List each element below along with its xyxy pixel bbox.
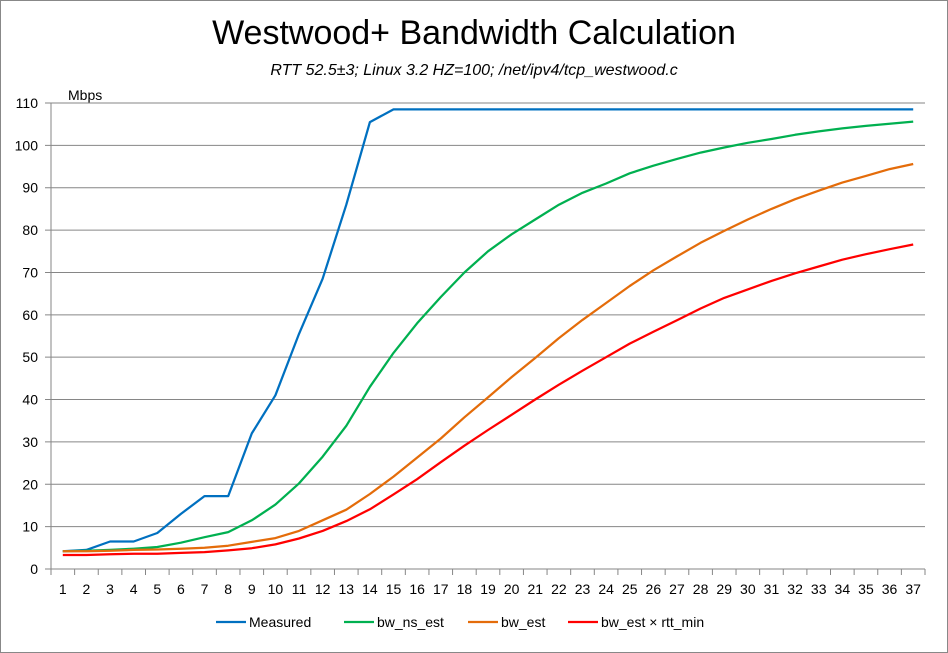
x-tick-label: 27: [669, 581, 685, 597]
x-tick-label: 4: [130, 581, 138, 597]
y-tick-label: 100: [15, 137, 39, 153]
y-tick-label: 0: [30, 561, 38, 577]
x-tick-label: 1: [59, 581, 67, 597]
x-tick-label: 16: [409, 581, 425, 597]
x-tick-label: 29: [716, 581, 732, 597]
x-tick-label: 22: [551, 581, 567, 597]
series-line-bw-ns-est: [62, 120, 914, 553]
x-tick-label: 19: [480, 581, 496, 597]
x-tick-label: 2: [83, 581, 91, 597]
x-tick-label: 28: [693, 581, 709, 597]
x-tick-label: 10: [268, 581, 284, 597]
legend-label: bw_est: [501, 614, 545, 630]
legend-label: bw_est × rtt_min: [601, 614, 704, 630]
y-tick-label: 80: [22, 222, 38, 238]
y-tick-label: 90: [22, 180, 38, 196]
x-tick-label: 37: [905, 581, 921, 597]
y-tick-label: 30: [22, 434, 38, 450]
series-line-bw-est-rtt-min: [62, 243, 914, 557]
x-tick-label: 35: [858, 581, 874, 597]
x-tick-label: 8: [224, 581, 232, 597]
x-tick-label: 23: [575, 581, 591, 597]
x-tick-label: 3: [106, 581, 114, 597]
x-tick-label: 15: [386, 581, 402, 597]
x-tick-label: 13: [338, 581, 354, 597]
x-tick-label: 34: [835, 581, 851, 597]
series-line-bw-est: [62, 162, 914, 553]
x-tick-label: 31: [764, 581, 780, 597]
x-tick-label: 6: [177, 581, 185, 597]
x-tick-label: 26: [646, 581, 662, 597]
x-tick-label: 9: [248, 581, 256, 597]
series-line-measured: [62, 108, 914, 553]
x-tick-label: 21: [527, 581, 543, 597]
y-tick-label: 50: [22, 349, 38, 365]
x-tick-label: 32: [787, 581, 803, 597]
chart-title: Westwood+ Bandwidth Calculation: [212, 14, 736, 52]
x-tick-label: 14: [362, 581, 378, 597]
y-axis-label: Mbps: [68, 87, 102, 103]
legend-label: bw_ns_est: [377, 614, 444, 630]
x-tick-label: 30: [740, 581, 756, 597]
x-tick-label: 11: [292, 581, 307, 597]
y-tick-label: 40: [22, 392, 38, 408]
y-tick-label: 20: [22, 476, 38, 492]
legend-label: Measured: [249, 614, 311, 630]
y-tick-label: 70: [22, 264, 38, 280]
x-tick-label: 7: [201, 581, 209, 597]
chart-subtitle: RTT 52.5±3; Linux 3.2 HZ=100; /net/ipv4/…: [270, 62, 678, 79]
x-tick-label: 12: [315, 581, 331, 597]
y-tick-label: 60: [22, 307, 38, 323]
x-tick-label: 17: [433, 581, 449, 597]
x-tick-label: 20: [504, 581, 520, 597]
x-tick-label: 36: [882, 581, 898, 597]
y-tick-label: 110: [16, 95, 39, 111]
x-tick-label: 33: [811, 581, 827, 597]
y-tick-label: 10: [22, 519, 38, 535]
x-tick-label: 25: [622, 581, 638, 597]
x-tick-label: 18: [457, 581, 473, 597]
x-tick-label: 24: [598, 581, 614, 597]
x-tick-label: 5: [153, 581, 161, 597]
